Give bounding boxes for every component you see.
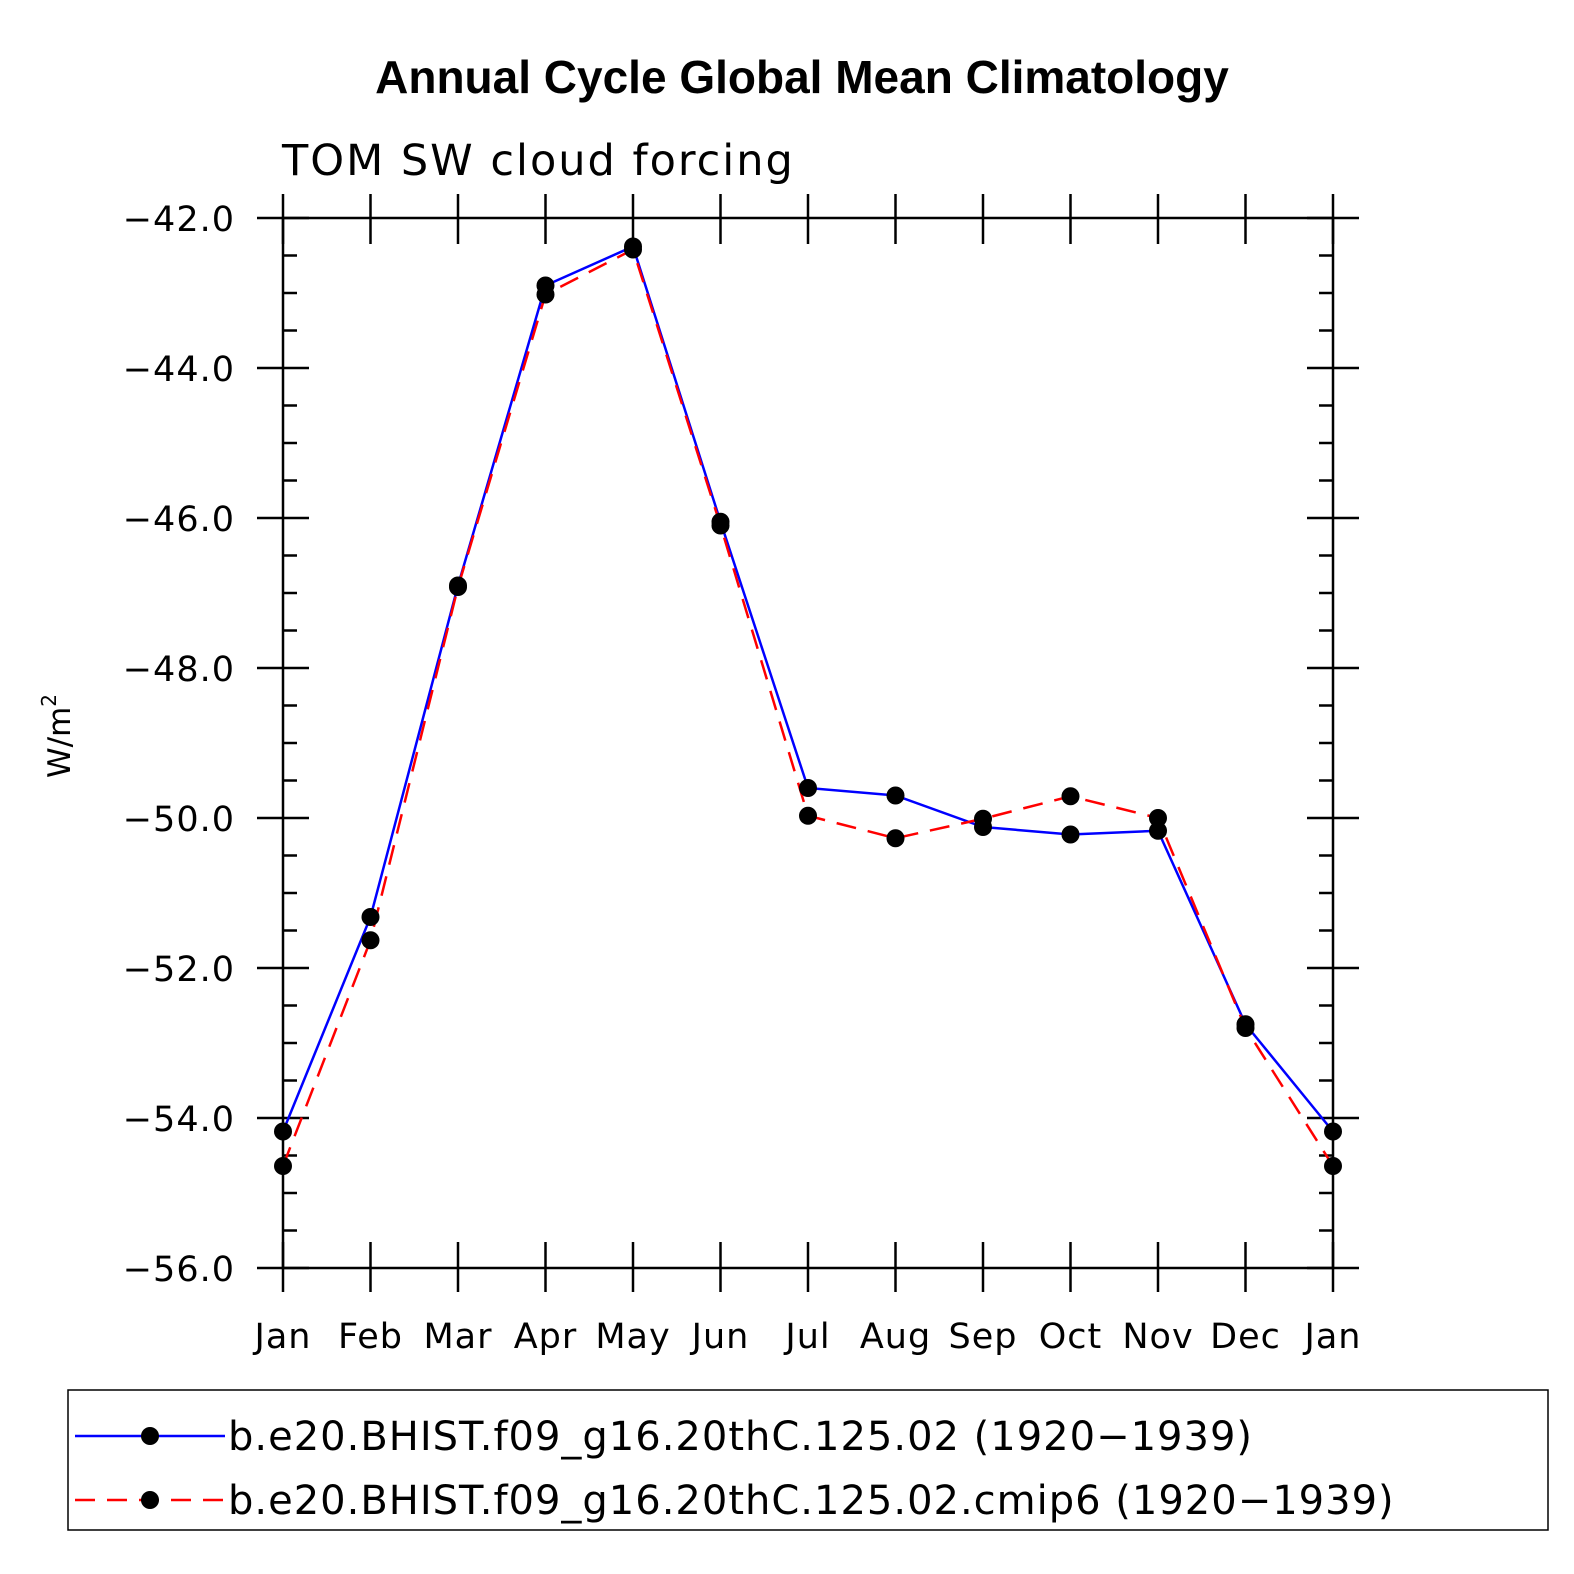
data-point-series-1 <box>799 779 817 797</box>
y-axis-label: W/m2 <box>37 694 78 778</box>
legend-label-1: b.e20.BHIST.f09_g16.20thC.125.02 (1920−1… <box>228 1414 1253 1460</box>
data-point-series-1 <box>886 786 905 805</box>
data-point-series-2 <box>361 931 380 950</box>
legend-marker-2 <box>141 1491 159 1509</box>
legend-marker-1 <box>141 1427 159 1445</box>
data-point-series-1 <box>274 1122 292 1141</box>
x-tick-label: Sep <box>949 1317 1018 1357</box>
x-tick-label: Jan <box>253 1317 312 1357</box>
legend-box <box>67 1389 1549 1531</box>
data-point-series-1 <box>1061 825 1080 844</box>
legend: b.e20.BHIST.f09_g16.20thC.125.02 (1920−1… <box>75 1414 1395 1524</box>
data-point-series-1 <box>1324 1122 1342 1141</box>
data-point-series-2 <box>799 806 817 825</box>
data-point-series-2 <box>711 516 730 535</box>
data-point-series-2 <box>1149 809 1167 827</box>
data-point-series-2 <box>536 285 555 304</box>
data-point-series-2 <box>274 1157 292 1175</box>
legend-label-2: b.e20.BHIST.f09_g16.20thC.125.02.cmip6 (… <box>228 1478 1395 1524</box>
y-tick-label: −50.0 <box>123 800 235 840</box>
x-tick-label: Jan <box>1303 1317 1362 1357</box>
axis-ticks <box>257 194 1359 1292</box>
y-tick-label: −44.0 <box>123 350 235 390</box>
chart-subtitle: TOM SW cloud forcing <box>281 136 795 186</box>
x-tick-label: Jun <box>690 1317 750 1357</box>
y-axis-tick-labels: −42.0 −44.0 −46.0 −48.0 −50.0 −52.0 −54.0 −56.0 <box>123 200 235 1290</box>
y-tick-label: −48.0 <box>123 650 235 690</box>
y-tick-label: −52.0 <box>123 950 235 990</box>
x-tick-label: Aug <box>860 1317 931 1357</box>
data-point-series-2 <box>974 809 992 828</box>
data-point-series-2 <box>449 578 467 596</box>
y-tick-label: −56.0 <box>123 1250 235 1290</box>
x-tick-label: Mar <box>423 1317 492 1357</box>
svg-text:W/m2: W/m2 <box>37 694 78 778</box>
plot-frame <box>281 216 1335 1270</box>
data-point-series-2 <box>886 829 905 848</box>
data-point-series-2 <box>624 240 642 259</box>
x-axis-tick-labels: Jan Feb Mar Apr May Jun Jul Aug Sep Oct Nov Dec Jan <box>253 1317 1362 1357</box>
chart-title: Annual Cycle Global Mean Climatology <box>375 51 1229 103</box>
x-tick-label: Nov <box>1122 1317 1193 1357</box>
series-line-1 <box>281 244 1334 1133</box>
x-tick-label: Dec <box>1210 1317 1281 1357</box>
x-tick-label: Feb <box>338 1317 403 1357</box>
x-tick-label: Jul <box>783 1317 830 1357</box>
x-tick-label: May <box>595 1317 670 1357</box>
y-axis-label-superscript: 2 <box>37 694 61 707</box>
data-point-series-1 <box>1149 821 1167 840</box>
series-layer <box>274 237 1342 1175</box>
y-tick-label: −46.0 <box>123 500 235 540</box>
y-tick-label: −42.0 <box>123 200 235 240</box>
x-tick-label: Apr <box>514 1317 578 1357</box>
y-axis-label-text: W/m <box>42 707 78 778</box>
series-line-2 <box>281 247 1335 1167</box>
data-point-series-2 <box>1236 1019 1255 1037</box>
data-point-series-2 <box>1061 787 1080 806</box>
x-tick-label: Oct <box>1039 1317 1103 1357</box>
data-point-series-1 <box>361 908 380 926</box>
data-point-series-2 <box>1324 1157 1342 1175</box>
y-tick-label: −54.0 <box>123 1100 235 1140</box>
